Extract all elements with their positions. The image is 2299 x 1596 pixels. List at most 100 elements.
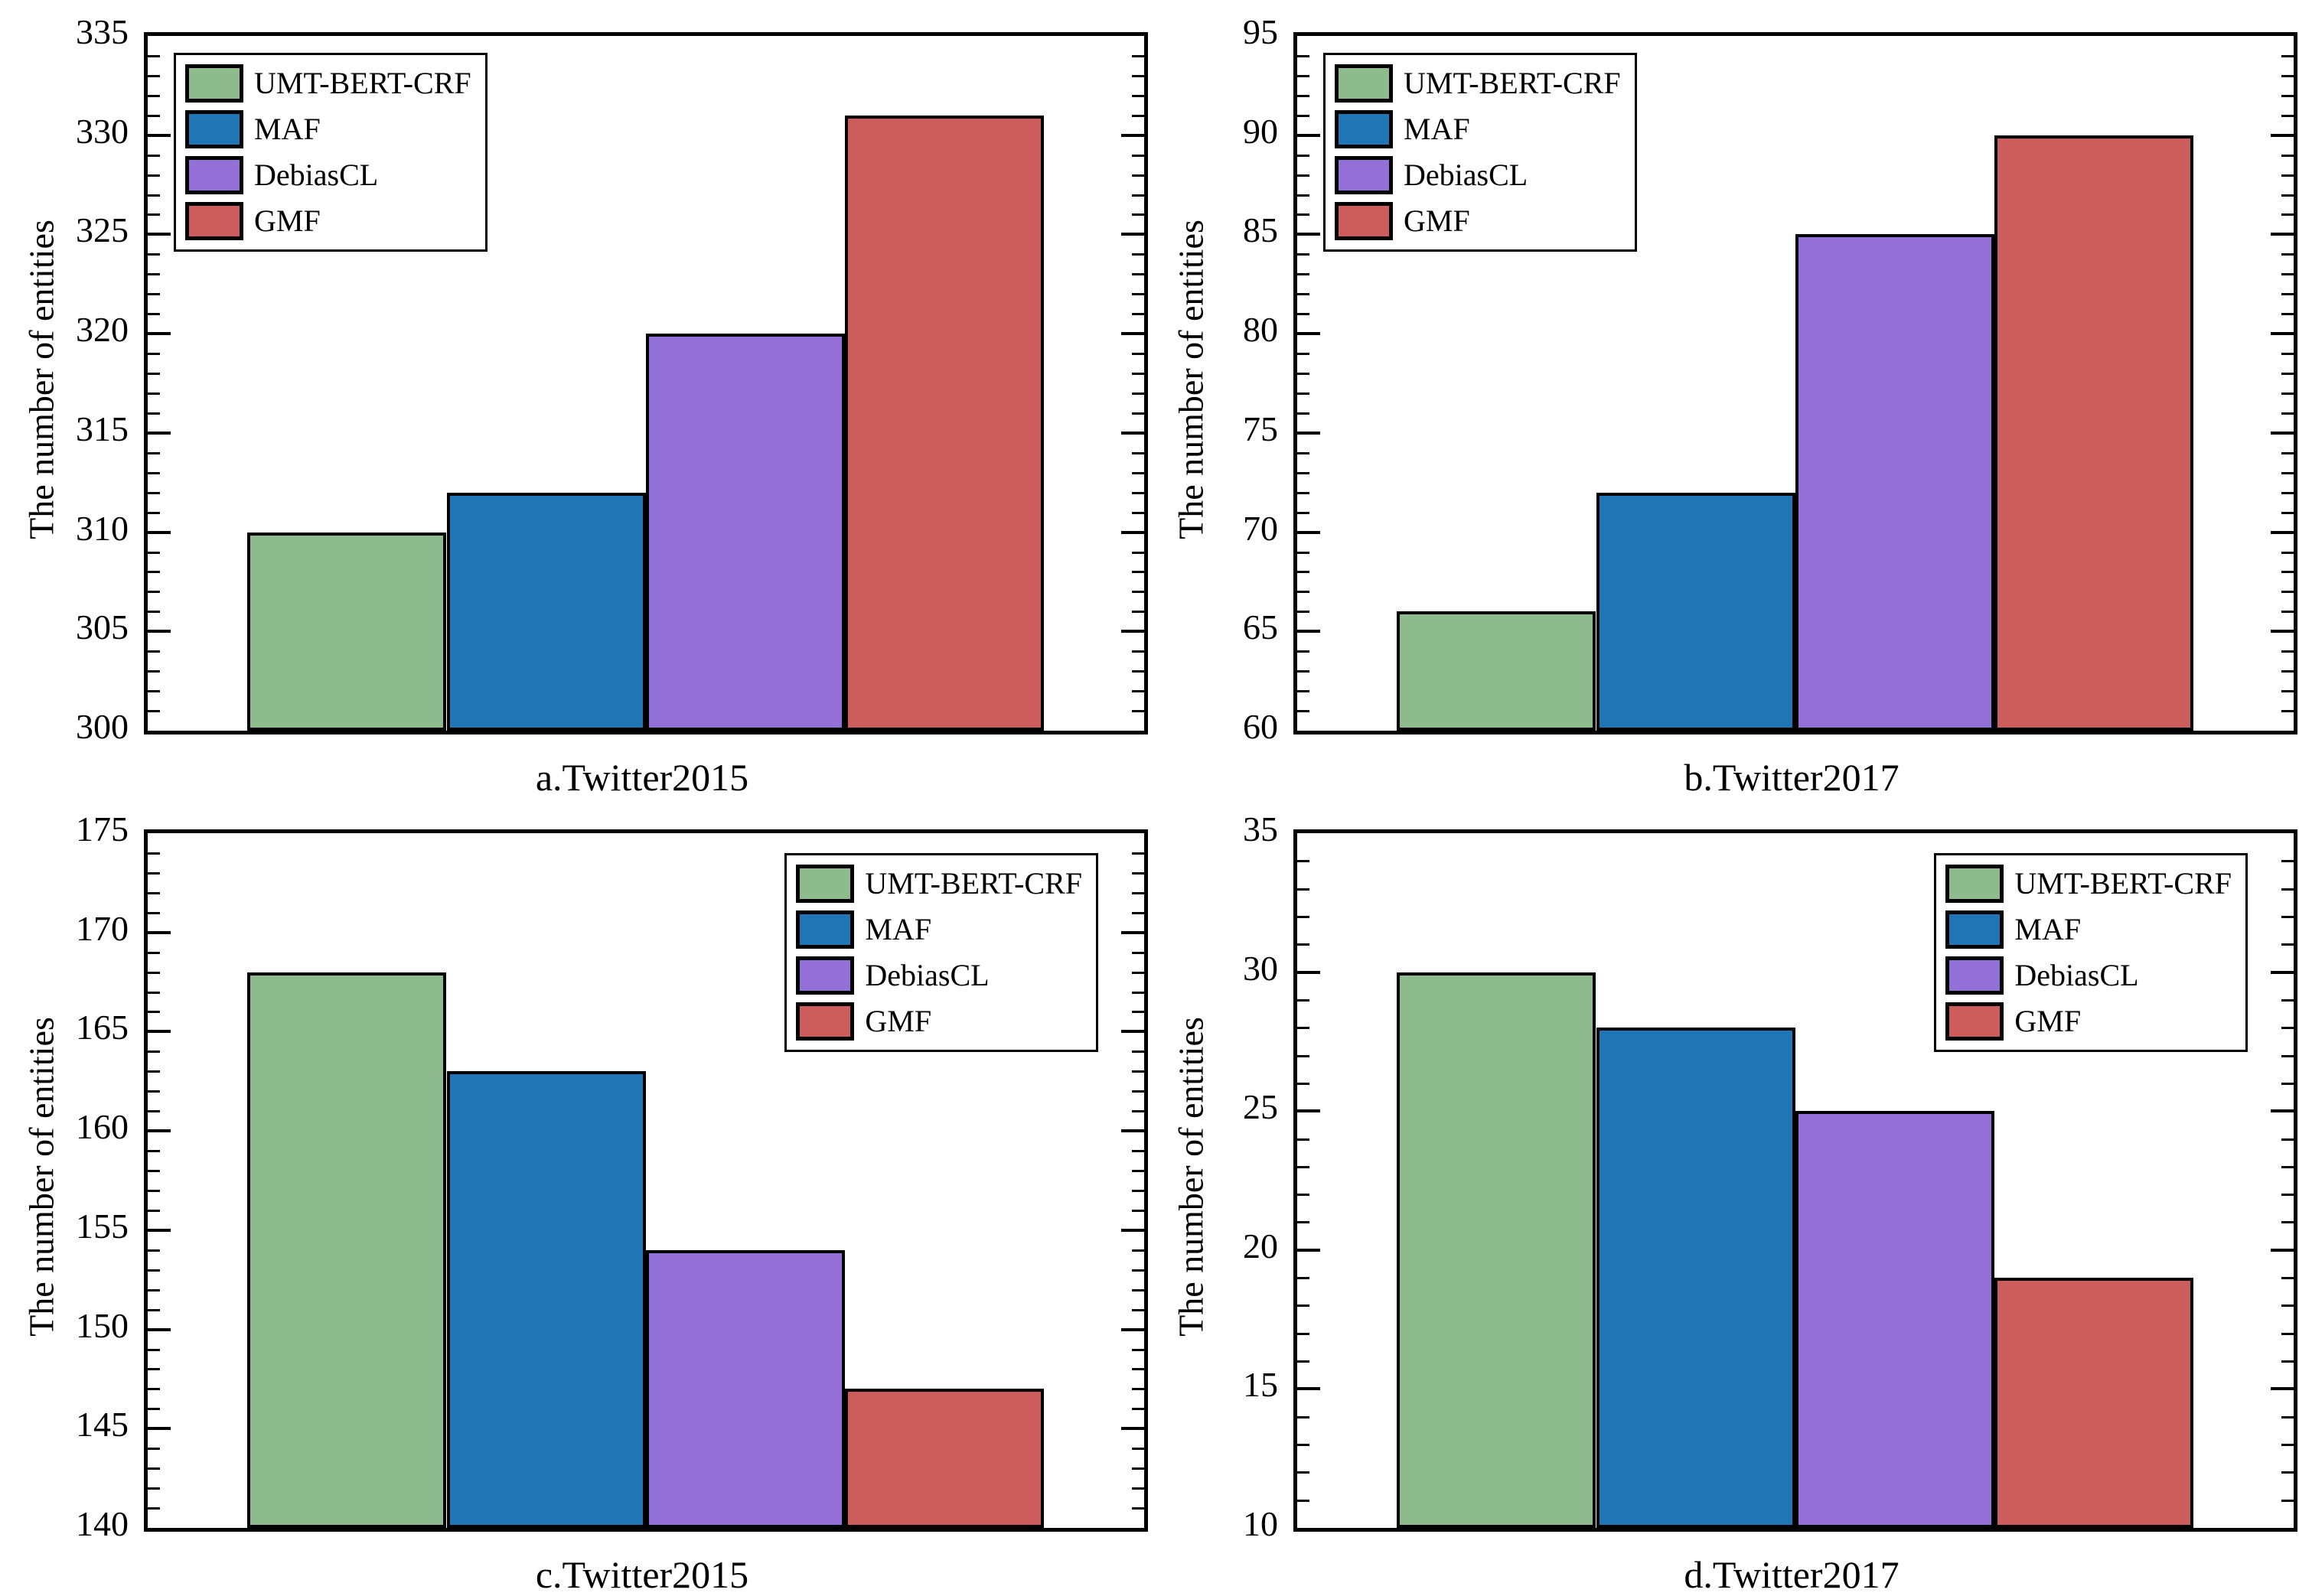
legend-swatch-maf bbox=[796, 910, 855, 949]
y-tick-minor bbox=[1297, 1500, 1309, 1502]
y-tick-label: 155 bbox=[76, 1207, 129, 1246]
y-tick-minor bbox=[148, 1269, 160, 1272]
y-tick-major bbox=[148, 332, 171, 335]
y-tick-minor bbox=[2281, 1194, 2294, 1196]
y-tick-major bbox=[1121, 630, 1144, 633]
y-tick-major bbox=[1297, 332, 1320, 335]
y-tick-minor bbox=[1132, 1050, 1144, 1053]
y-tick-major bbox=[2271, 531, 2294, 534]
y-tick-minor bbox=[148, 611, 160, 613]
y-tick-minor bbox=[148, 452, 160, 454]
y-tick-minor bbox=[1132, 912, 1144, 914]
y-tick-minor bbox=[2281, 253, 2294, 256]
y-tick-minor bbox=[1132, 1349, 1144, 1351]
y-tick-minor bbox=[148, 992, 160, 994]
y-tick-minor bbox=[2281, 273, 2294, 275]
y-tick-minor bbox=[1132, 1269, 1144, 1272]
y-tick-minor bbox=[2281, 710, 2294, 712]
y-tick-minor bbox=[1297, 1444, 1309, 1446]
y-tick-minor bbox=[1297, 1194, 1309, 1196]
y-tick-major bbox=[2271, 432, 2294, 435]
y-tick-major bbox=[2271, 1387, 2294, 1390]
y-tick-major bbox=[1297, 971, 1320, 974]
y-tick-major bbox=[148, 134, 171, 137]
y-tick-minor bbox=[1297, 174, 1309, 177]
legend-swatch-debiascl bbox=[1945, 956, 2004, 995]
subplot-c: The number of entities UMT-BERT-CRF MAF Deb… bbox=[0, 797, 1150, 1596]
subplot-b: The number of entities UMT-BERT-CRF MAF Deb… bbox=[1150, 0, 2299, 799]
y-tick-major bbox=[1121, 1328, 1144, 1331]
y-tick-minor bbox=[148, 1289, 160, 1291]
y-tick-minor bbox=[2281, 95, 2294, 97]
legend-label: UMT-BERT-CRF bbox=[254, 66, 471, 100]
bar-umt-bert-crf bbox=[1397, 611, 1596, 731]
legend-item-maf: MAF bbox=[185, 110, 471, 148]
y-tick-minor bbox=[1297, 194, 1309, 197]
y-tick-minor bbox=[2281, 174, 2294, 177]
y-tick-label: 310 bbox=[76, 509, 129, 548]
y-tick-label: 25 bbox=[1243, 1087, 1278, 1126]
y-tick-minor bbox=[2281, 999, 2294, 1002]
plot-area: UMT-BERT-CRF MAF DebiasCL GMF bbox=[1293, 32, 2297, 734]
y-tick-major bbox=[1121, 1229, 1144, 1232]
y-tick-minor bbox=[1297, 1055, 1309, 1057]
legend-item-debiascl: DebiasCL bbox=[1945, 956, 2232, 995]
y-tick-major bbox=[1297, 531, 1320, 534]
y-tick-minor bbox=[2281, 1416, 2294, 1418]
y-tick-minor bbox=[1132, 1448, 1144, 1450]
y-tick-label: 20 bbox=[1243, 1226, 1278, 1265]
y-tick-minor bbox=[148, 115, 160, 117]
y-tick-major bbox=[148, 1030, 171, 1033]
y-tick-minor bbox=[2281, 392, 2294, 395]
subplot-a: The number of entities UMT-BERT-CRF MAF Deb… bbox=[0, 0, 1150, 799]
y-tick-minor bbox=[148, 313, 160, 315]
y-tick-minor bbox=[148, 273, 160, 275]
legend-label: UMT-BERT-CRF bbox=[2014, 866, 2232, 901]
y-tick-minor bbox=[1297, 452, 1309, 454]
y-tick-minor bbox=[1297, 571, 1309, 573]
y-tick-minor bbox=[1132, 452, 1144, 454]
bar-debiascl bbox=[1795, 234, 1994, 731]
y-tick-minor bbox=[1132, 1210, 1144, 1212]
y-tick-major bbox=[2271, 1249, 2294, 1252]
y-tick-label: 15 bbox=[1243, 1365, 1278, 1404]
bar-maf bbox=[447, 493, 646, 731]
legend-label: MAF bbox=[2014, 912, 2082, 946]
bar-umt-bert-crf bbox=[1397, 972, 1596, 1528]
y-tick-minor bbox=[148, 1368, 160, 1370]
y-tick-minor bbox=[1132, 690, 1144, 692]
legend-swatch-gmf bbox=[796, 1002, 855, 1041]
y-tick-minor bbox=[2281, 213, 2294, 216]
y-tick-minor bbox=[148, 1448, 160, 1450]
y-tick-minor bbox=[2281, 1027, 2294, 1029]
legend-item-debiascl: DebiasCL bbox=[1335, 156, 1621, 194]
y-tick-minor bbox=[1132, 1368, 1144, 1370]
y-tick-label: 60 bbox=[1243, 707, 1278, 746]
legend-item-umt-bert-crf: UMT-BERT-CRF bbox=[796, 865, 1082, 903]
y-tick-minor bbox=[1132, 512, 1144, 514]
y-tick-minor bbox=[1132, 972, 1144, 974]
y-tick-minor bbox=[148, 972, 160, 974]
legend-swatch-debiascl bbox=[1335, 156, 1393, 194]
y-tick-minor bbox=[1132, 293, 1144, 295]
y-tick-minor bbox=[1132, 1507, 1144, 1510]
y-tick-minor bbox=[2281, 1500, 2294, 1502]
legend-swatch-umt-bert-crf bbox=[185, 64, 243, 103]
y-tick-minor bbox=[148, 1507, 160, 1510]
y-tick-major bbox=[1121, 1129, 1144, 1132]
y-tick-minor bbox=[1132, 1070, 1144, 1073]
y-tick-minor bbox=[1297, 1471, 1309, 1474]
y-tick-major bbox=[2271, 630, 2294, 633]
y-tick-minor bbox=[1297, 95, 1309, 97]
y-tick-label: 160 bbox=[76, 1107, 129, 1146]
y-tick-minor bbox=[148, 492, 160, 494]
y-tick-minor bbox=[148, 1408, 160, 1410]
y-tick-minor bbox=[1297, 213, 1309, 216]
y-tick-minor bbox=[1132, 892, 1144, 894]
y-tick-minor bbox=[148, 1190, 160, 1192]
y-tick-minor bbox=[1132, 552, 1144, 554]
y-tick-minor bbox=[148, 1388, 160, 1390]
y-tick-label: 170 bbox=[76, 909, 129, 948]
y-tick-minor bbox=[148, 591, 160, 593]
y-tick-minor bbox=[1297, 492, 1309, 494]
